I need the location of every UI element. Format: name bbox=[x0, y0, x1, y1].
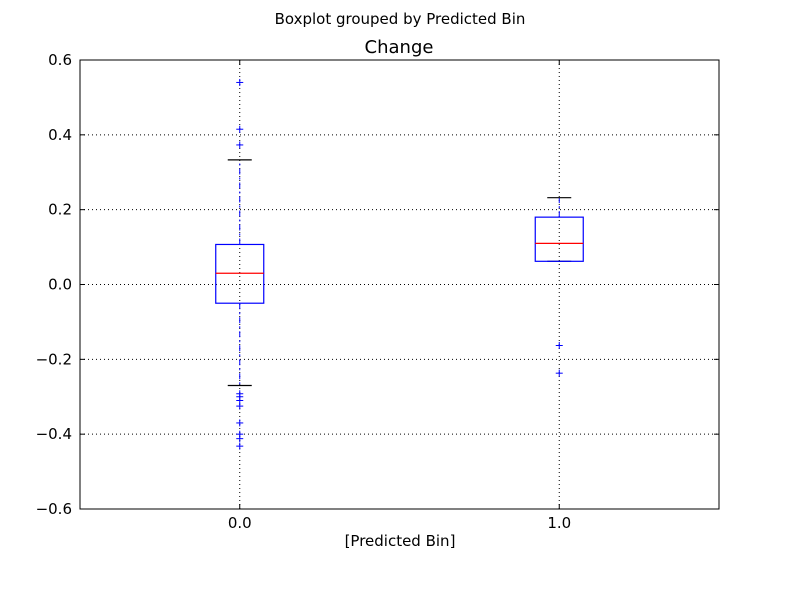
flier-point bbox=[236, 402, 244, 410]
y-tick-label: 0.2 bbox=[48, 201, 72, 219]
y-tick-label: −0.2 bbox=[36, 350, 72, 368]
chart-suptitle: Boxplot grouped by Predicted Bin bbox=[275, 10, 526, 28]
chart-title: Change bbox=[365, 37, 434, 58]
flier-point bbox=[236, 141, 244, 149]
x-tick-label: 1.0 bbox=[547, 514, 571, 532]
x-tick-label: 0.0 bbox=[228, 514, 252, 532]
axis-ticks: −0.6 −0.4 −0.2 0.0 0.2 0.4 0.6 0.0 1.0 bbox=[36, 51, 719, 532]
box-group bbox=[534, 197, 584, 377]
y-tick-label: −0.4 bbox=[36, 425, 72, 443]
y-tick-label: 0.0 bbox=[48, 276, 72, 294]
flier-point bbox=[236, 419, 244, 427]
y-tick-label: 0.4 bbox=[48, 126, 72, 144]
box-group bbox=[215, 78, 265, 450]
grid-lines bbox=[80, 60, 719, 509]
flier-point bbox=[236, 125, 244, 133]
flier-point bbox=[236, 435, 244, 443]
flier-point bbox=[555, 369, 563, 377]
y-tick-label: 0.6 bbox=[48, 51, 72, 69]
flier-point bbox=[555, 341, 563, 349]
x-axis-label: [Predicted Bin] bbox=[345, 532, 456, 550]
flier-point bbox=[236, 78, 244, 86]
plot-area-frame bbox=[79, 59, 720, 510]
flier-point bbox=[236, 442, 244, 450]
iqr-box bbox=[534, 216, 584, 262]
boxes bbox=[215, 78, 584, 450]
y-tick-label: −0.6 bbox=[36, 500, 72, 518]
